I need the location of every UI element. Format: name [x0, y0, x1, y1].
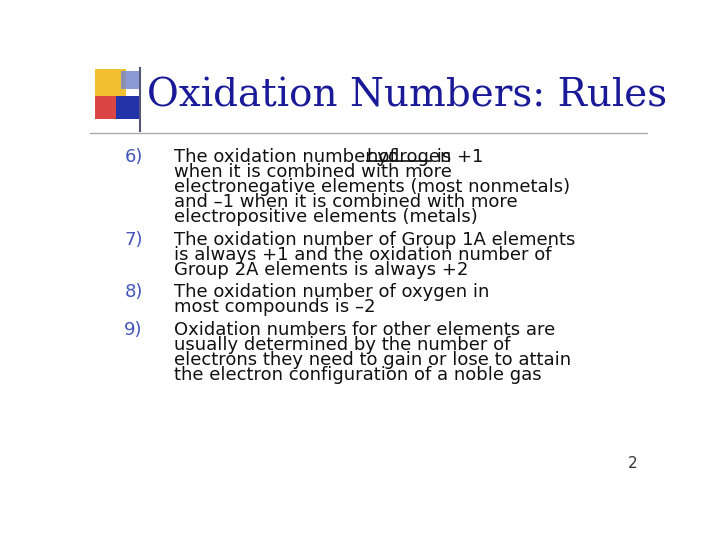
Text: The oxidation number of oxygen in: The oxidation number of oxygen in	[174, 284, 489, 301]
Text: 6): 6)	[125, 148, 143, 166]
Text: Oxidation numbers for other elements are: Oxidation numbers for other elements are	[174, 321, 555, 339]
Bar	[121, 71, 140, 90]
Text: is always +1 and the oxidation number of: is always +1 and the oxidation number of	[174, 246, 552, 264]
Text: most compounds is –2: most compounds is –2	[174, 299, 375, 316]
Text: when it is combined with more: when it is combined with more	[174, 163, 451, 181]
Bar	[96, 70, 127, 100]
Bar	[96, 96, 117, 119]
Text: usually determined by the number of: usually determined by the number of	[174, 336, 510, 354]
Text: electronegative elements (most nonmetals): electronegative elements (most nonmetals…	[174, 178, 570, 196]
Text: 8): 8)	[125, 284, 143, 301]
Text: The oxidation number of Group 1A elements: The oxidation number of Group 1A element…	[174, 231, 575, 249]
Text: electrons they need to gain or lose to attain: electrons they need to gain or lose to a…	[174, 351, 571, 369]
Text: and –1 when it is combined with more: and –1 when it is combined with more	[174, 193, 518, 211]
Text: is +1: is +1	[431, 148, 484, 166]
Text: hydrogen: hydrogen	[366, 148, 452, 166]
Text: The oxidation number of: The oxidation number of	[174, 148, 401, 166]
Text: 7): 7)	[124, 231, 143, 249]
Bar	[116, 96, 139, 119]
Text: Oxidation Numbers: Rules: Oxidation Numbers: Rules	[148, 77, 667, 114]
Text: Group 2A elements is always +2: Group 2A elements is always +2	[174, 261, 468, 279]
Text: the electron configuration of a noble gas: the electron configuration of a noble ga…	[174, 366, 541, 384]
Text: electropositive elements (metals): electropositive elements (metals)	[174, 208, 477, 226]
Text: 9): 9)	[124, 321, 143, 339]
Text: 2: 2	[628, 456, 637, 471]
